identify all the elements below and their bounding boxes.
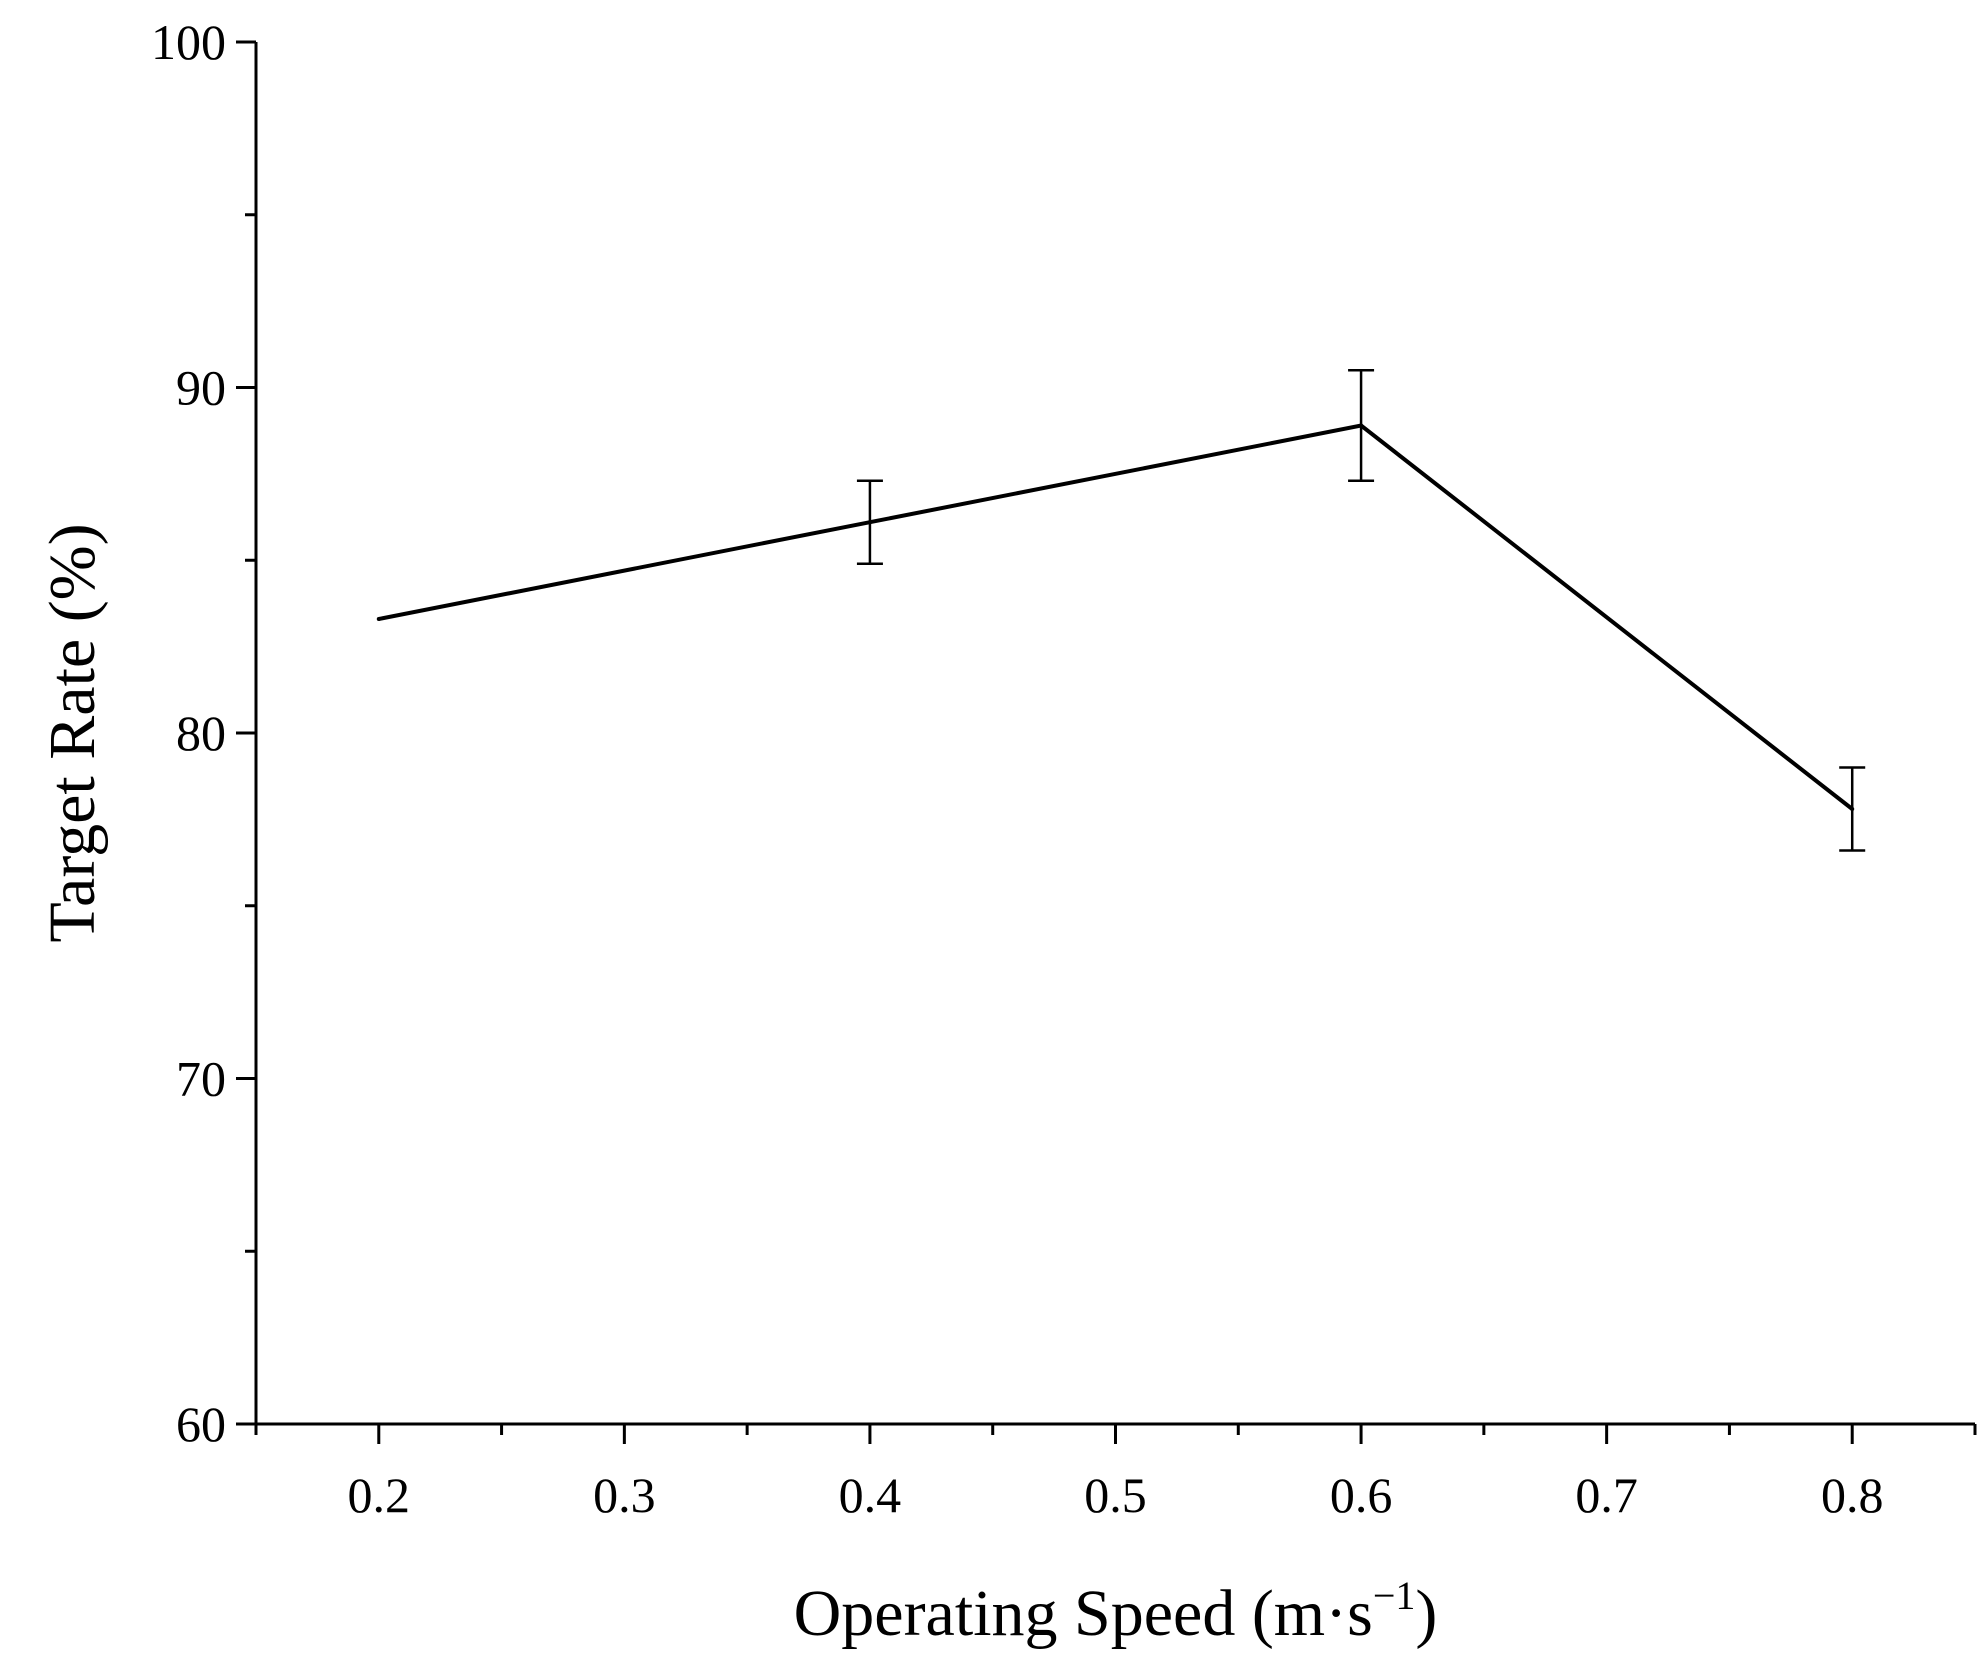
- ticks: [236, 40, 1977, 1444]
- axes: [254, 42, 1975, 1426]
- series-line: [378, 423, 1854, 811]
- y-tick-label: 90: [176, 360, 226, 416]
- series-layer: [376, 368, 1866, 852]
- x-tick-label: 0.5: [1084, 1467, 1147, 1523]
- y-axis-title: Target Rate (%): [36, 523, 109, 942]
- x-tick-label: 0.8: [1821, 1467, 1884, 1523]
- tick-labels: 60 70 80 90 100 0.2 0.3 0.4 0.5 0.6 0.7 0.8: [151, 14, 1883, 1523]
- axis-titles: Operating Speed (m·s−1) Target Rate (%): [36, 523, 1437, 1650]
- data-point: [376, 616, 381, 621]
- y-tick-label: 80: [176, 705, 226, 761]
- x-tick-label: 0.3: [593, 1467, 656, 1523]
- x-tick-label: 0.4: [839, 1467, 902, 1523]
- y-tick-label: 100: [151, 14, 226, 70]
- y-tick-label: 60: [176, 1396, 226, 1452]
- y-tick-label: 70: [176, 1051, 226, 1107]
- x-axis-title: Operating Speed (m·s−1): [794, 1573, 1438, 1650]
- x-tick-label: 0.6: [1330, 1467, 1393, 1523]
- x-tick-label: 0.7: [1575, 1467, 1638, 1523]
- x-tick-label: 0.2: [348, 1467, 411, 1523]
